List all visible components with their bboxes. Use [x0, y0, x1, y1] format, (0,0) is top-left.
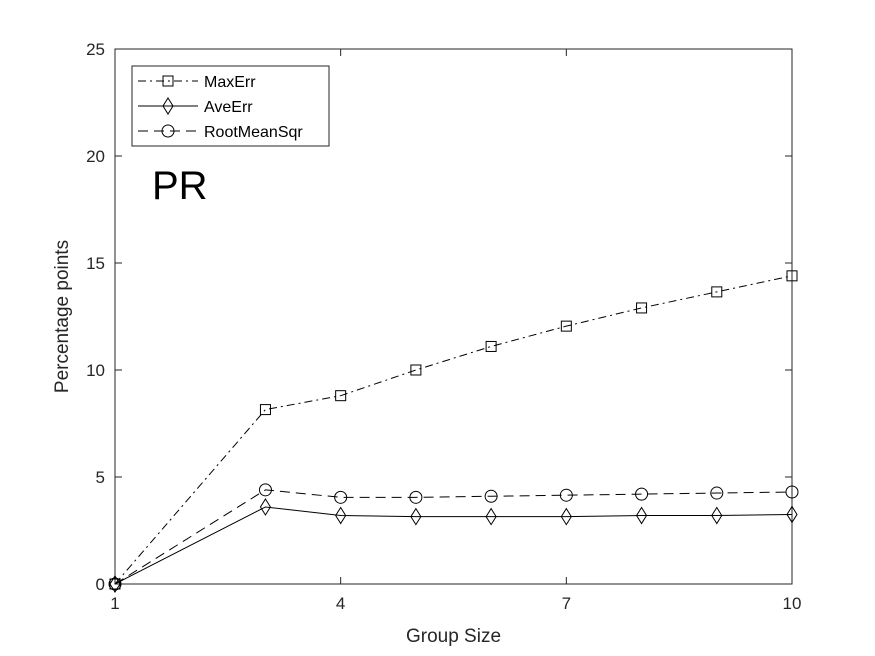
data-point-rootmeansqr — [108, 577, 122, 591]
series-layer — [108, 270, 799, 593]
plot-annotation: PR — [152, 164, 208, 208]
data-point-aveerr — [410, 507, 422, 526]
legend-entry-rootmeansqr: RootMeanSqr — [138, 124, 303, 141]
x-tick-label: 7 — [562, 594, 571, 613]
data-point-aveerr — [635, 506, 648, 525]
legend-items: MaxErr AveErr RootMeanSqr — [138, 74, 303, 141]
ticks-layer: 1 4 7 10 0 5 10 15 20 25 — [86, 40, 801, 613]
data-point-aveerr — [485, 507, 497, 526]
legend-label: MaxErr — [204, 74, 256, 91]
data-point-rootmeansqr — [710, 486, 724, 500]
series-maxerr — [109, 270, 798, 590]
legend-label: RootMeanSqr — [204, 124, 303, 141]
data-point-maxerr — [711, 286, 723, 298]
y-tick-label: 25 — [86, 40, 105, 59]
data-point-maxerr — [335, 390, 347, 402]
data-point-maxerr — [410, 364, 422, 376]
data-point-rootmeansqr — [334, 490, 348, 504]
data-point-aveerr — [335, 506, 347, 525]
x-axis-label: Group Size — [406, 626, 501, 647]
data-point-maxerr — [786, 270, 798, 282]
legend-entry-aveerr: AveErr — [138, 97, 253, 116]
data-point-rootmeansqr — [559, 488, 573, 502]
data-point-rootmeansqr — [484, 489, 498, 503]
series-aveerr — [109, 498, 798, 593]
y-tick-label: 0 — [96, 575, 105, 594]
y-axis-label: Percentage points — [52, 240, 73, 393]
series-line-maxerr — [114, 275, 793, 585]
y-tick-label: 5 — [96, 468, 105, 487]
data-point-rootmeansqr — [409, 490, 423, 504]
series-line-aveerr — [114, 506, 793, 585]
data-point-maxerr — [259, 404, 271, 416]
data-point-aveerr — [259, 498, 272, 516]
data-point-aveerr — [786, 505, 798, 524]
x-tick-label: 10 — [783, 594, 802, 613]
data-point-rootmeansqr — [635, 487, 649, 501]
legend: MaxErr AveErr RootMeanSqr — [131, 65, 330, 147]
data-point-maxerr — [636, 302, 648, 314]
legend-label: AveErr — [204, 99, 253, 116]
data-point-aveerr — [560, 507, 572, 526]
x-tick-label: 1 — [110, 594, 119, 613]
data-point-maxerr — [485, 340, 497, 352]
x-tick-label: 4 — [336, 594, 345, 613]
series-rootmeansqr — [108, 483, 799, 591]
y-tick-label: 20 — [86, 147, 105, 166]
legend-marker — [161, 124, 175, 138]
y-tick-label: 10 — [86, 361, 105, 380]
y-tick-label: 15 — [86, 254, 105, 273]
data-point-rootmeansqr — [785, 485, 799, 499]
data-point-maxerr — [560, 320, 572, 332]
legend-entry-maxerr: MaxErr — [138, 74, 256, 91]
legend-marker — [162, 75, 174, 87]
legend-marker — [162, 97, 174, 115]
series-line-rootmeansqr — [114, 489, 793, 585]
data-point-rootmeansqr — [258, 483, 272, 497]
data-point-aveerr — [711, 506, 723, 525]
